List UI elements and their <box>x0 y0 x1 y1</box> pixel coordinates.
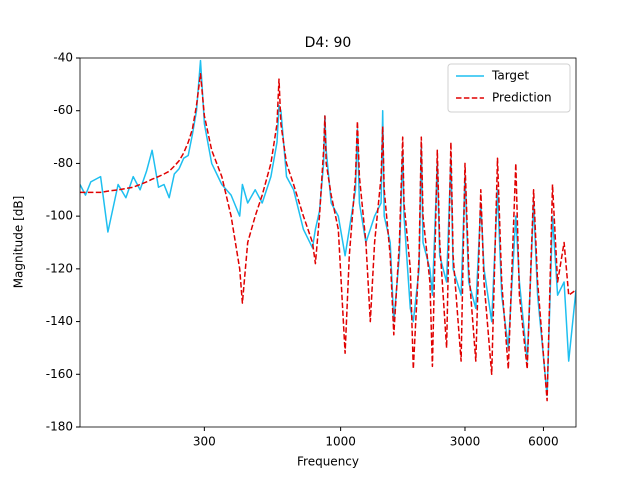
x-tick-label: 1000 <box>325 435 356 449</box>
plot-frame <box>79 57 577 428</box>
y-tick-label: -40 <box>53 51 73 65</box>
y-tick-label: -100 <box>46 209 73 223</box>
x-axis-label: Frequency <box>297 455 359 469</box>
y-tick-label: -60 <box>53 103 73 117</box>
y-axis-label: Magnitude [dB] <box>12 196 26 289</box>
legend-label: Target <box>491 69 529 83</box>
chart-title: D4: 90 <box>305 35 352 51</box>
y-tick-label: -180 <box>46 420 73 434</box>
x-tick-label: 300 <box>193 435 216 449</box>
legend-label: Prediction <box>492 91 552 105</box>
y-tick-label: -120 <box>46 261 73 275</box>
y-tick-label: -140 <box>46 314 73 328</box>
x-tick-label: 6000 <box>528 435 559 449</box>
x-tick-label: 3000 <box>450 435 481 449</box>
series-line <box>80 73 576 402</box>
y-tick-label: -80 <box>53 156 73 170</box>
y-tick-label: -160 <box>46 367 73 381</box>
